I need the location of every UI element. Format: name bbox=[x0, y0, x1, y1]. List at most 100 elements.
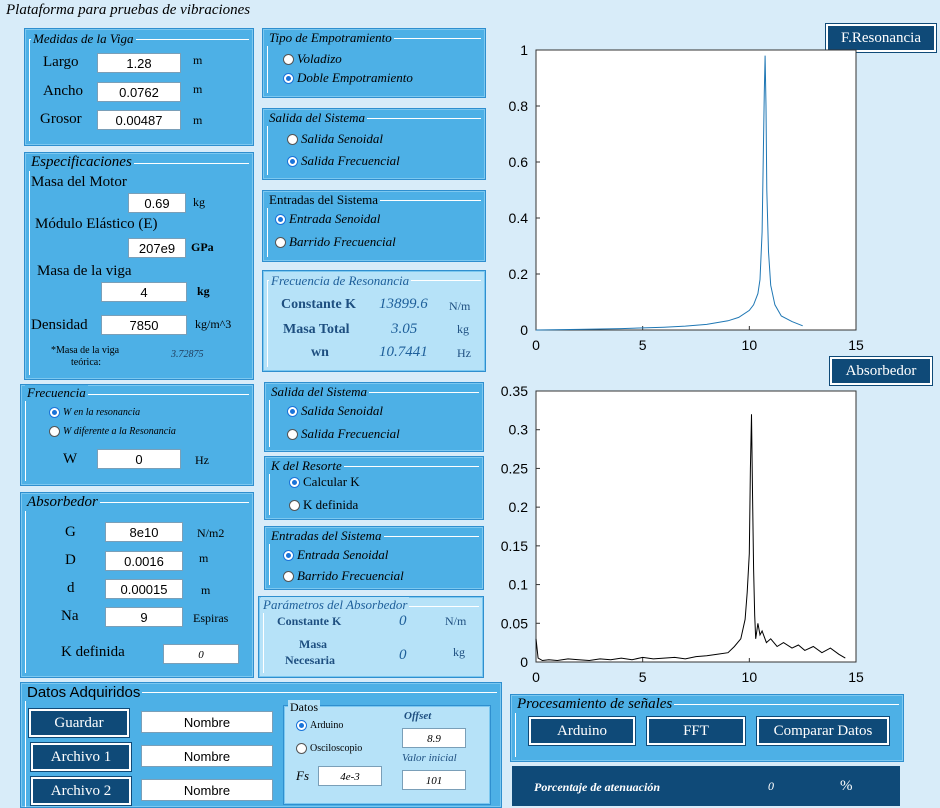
resonancia-k-unit: N/m bbox=[449, 299, 471, 313]
offset-label: Offset bbox=[404, 710, 432, 722]
guardar-button[interactable]: Guardar bbox=[28, 708, 130, 738]
d-minus-input[interactable]: 0.00015 bbox=[105, 579, 183, 599]
ancho-input[interactable]: 0.0762 bbox=[97, 82, 181, 102]
valor-inicial-label: Valor inicial bbox=[402, 752, 457, 764]
modulo-input[interactable]: 207e9 bbox=[128, 238, 186, 258]
radio-circle-icon bbox=[49, 426, 60, 437]
largo-label: Largo bbox=[43, 54, 79, 70]
radio-circle-icon bbox=[275, 236, 286, 248]
radio-selected-icon bbox=[283, 549, 294, 561]
radio-k-definida[interactable]: K definida bbox=[289, 497, 358, 513]
arduino-button[interactable]: Arduino bbox=[528, 716, 636, 746]
archivo2-button[interactable]: Archivo 2 bbox=[30, 776, 132, 806]
x-tick-label: 5 bbox=[639, 337, 647, 353]
y-tick-label: 0.1 bbox=[509, 577, 529, 593]
g-input[interactable]: 8e10 bbox=[105, 522, 183, 542]
x-tick-label: 15 bbox=[848, 337, 864, 353]
atenuacion-unit: % bbox=[840, 778, 853, 794]
radio-salida-frecuencial-1[interactable]: Salida Frecuencial bbox=[287, 153, 400, 169]
panel-procesamiento: Procesamiento de señales Arduino FFT Com… bbox=[510, 694, 904, 762]
panel-title: Tipo de Empotramiento bbox=[267, 30, 394, 46]
y-tick-label: 0.3 bbox=[509, 422, 529, 438]
nombre-input-1[interactable]: Nombre bbox=[141, 711, 273, 733]
panel-frecuencia: Frecuencia W en la resonancia W diferent… bbox=[20, 384, 254, 486]
radio-w-diferente[interactable]: W diferente a la Resonancia bbox=[49, 426, 176, 437]
resonancia-k-label: Constante K bbox=[281, 297, 357, 312]
fs-input[interactable]: 4e-3 bbox=[318, 766, 382, 786]
panel-medidas-viga: Medidas de la Viga Largo 1.28 m Ancho 0.… bbox=[24, 28, 254, 146]
na-input[interactable]: 9 bbox=[105, 607, 183, 627]
radio-w-resonancia[interactable]: W en la resonancia bbox=[49, 407, 140, 418]
radio-osciloscopio[interactable]: Osciloscopio bbox=[296, 743, 362, 754]
w-label: W bbox=[63, 451, 78, 467]
modulo-label: Módulo Elástico (E) bbox=[35, 216, 158, 232]
densidad-input[interactable]: 7850 bbox=[101, 315, 187, 335]
param-masa-value: 0 bbox=[399, 647, 407, 663]
nombre-input-3[interactable]: Nombre bbox=[141, 779, 273, 801]
nota-masa-viga-value: 3.72875 bbox=[171, 349, 204, 360]
nombre-input-2[interactable]: Nombre bbox=[141, 745, 273, 767]
y-tick-label: 0.25 bbox=[501, 460, 528, 476]
d-mayus-input[interactable]: 0.0016 bbox=[105, 551, 183, 571]
densidad-unit: kg/m^3 bbox=[195, 317, 232, 331]
archivo1-button[interactable]: Archivo 1 bbox=[30, 742, 132, 772]
plot-area bbox=[535, 390, 857, 663]
radio-barrido-frecuencial-2[interactable]: Barrido Frecuencial bbox=[283, 568, 404, 584]
panel-title: Datos Adquiridos bbox=[25, 684, 143, 701]
y-tick-label: 0.35 bbox=[501, 383, 528, 399]
offset-input[interactable]: 8.9 bbox=[402, 728, 466, 748]
radio-selected-icon bbox=[296, 720, 307, 731]
radio-salida-frecuencial-2[interactable]: Salida Frecuencial bbox=[287, 426, 400, 442]
nota-masa-viga-line2: teórica: bbox=[71, 357, 101, 368]
f-resonancia-button[interactable]: F.Resonancia bbox=[825, 23, 937, 53]
y-tick-label: 0 bbox=[520, 654, 528, 670]
absorber-chart: 0 0.05 0.1 0.15 0.2 0.25 0.3 0.35 0 5 10 15 bbox=[501, 383, 864, 685]
modulo-unit: GPa bbox=[191, 240, 214, 254]
resonancia-wn-value: 10.7441 bbox=[379, 344, 428, 360]
w-input[interactable]: 0 bbox=[97, 449, 181, 469]
radio-entrada-senoidal-2[interactable]: Entrada Senoidal bbox=[283, 547, 388, 563]
y-tick-label: 0.6 bbox=[509, 154, 529, 170]
radio-salida-senoidal-1[interactable]: Salida Senoidal bbox=[287, 131, 383, 147]
radio-arduino-fuente[interactable]: Arduino bbox=[296, 720, 343, 731]
radio-entrada-senoidal-1[interactable]: Entrada Senoidal bbox=[275, 211, 380, 227]
k-definida-input[interactable]: 0 bbox=[163, 644, 239, 664]
param-k-unit: N/m bbox=[445, 614, 467, 628]
w-unit: Hz bbox=[195, 453, 209, 467]
densidad-label: Densidad bbox=[31, 317, 88, 333]
ancho-label: Ancho bbox=[43, 83, 83, 99]
x-tick-label: 5 bbox=[639, 669, 647, 685]
panel-title: Salida del Sistema bbox=[269, 384, 370, 400]
panel-title: Entradas del Sistema bbox=[267, 192, 381, 208]
radio-voladizo[interactable]: Voladizo bbox=[283, 51, 342, 67]
radio-salida-senoidal-2[interactable]: Salida Senoidal bbox=[287, 403, 383, 419]
d-mayus-label: D bbox=[65, 552, 76, 568]
y-tick-label: 0.05 bbox=[501, 615, 528, 631]
absorbedor-button[interactable]: Absorbedor bbox=[829, 356, 933, 386]
radio-circle-icon bbox=[287, 428, 298, 440]
resonancia-masa-unit: kg bbox=[457, 322, 469, 336]
resonancia-wn-unit: Hz bbox=[457, 346, 471, 360]
datos-title: Datos bbox=[288, 700, 320, 715]
grosor-input[interactable]: 0.00487 bbox=[97, 110, 181, 130]
largo-input[interactable]: 1.28 bbox=[97, 53, 181, 73]
atenuacion-label: Porcentaje de atenuación bbox=[534, 780, 660, 794]
radio-selected-icon bbox=[283, 72, 294, 84]
d-minus-label: d bbox=[67, 580, 75, 596]
panel-parametros-absorbedor: Parámetros del Absorbedor Constante K 0 … bbox=[258, 596, 484, 678]
x-tick-label: 10 bbox=[742, 337, 758, 353]
y-tick-label: 0 bbox=[520, 322, 528, 338]
radio-barrido-frecuencial-1[interactable]: Barrido Frecuencial bbox=[275, 234, 396, 250]
comparar-datos-button[interactable]: Comparar Datos bbox=[756, 716, 890, 746]
fft-button[interactable]: FFT bbox=[646, 716, 746, 746]
param-masa-label-1: Masa bbox=[299, 637, 327, 651]
masa-viga-input[interactable]: 4 bbox=[101, 282, 187, 302]
panel-tipo-empotramiento: Tipo de Empotramiento Voladizo Doble Emp… bbox=[262, 28, 486, 98]
radio-doble-empotramiento[interactable]: Doble Empotramiento bbox=[283, 70, 413, 86]
x-tick-label: 0 bbox=[532, 337, 540, 353]
valor-inicial-input[interactable]: 101 bbox=[402, 770, 466, 790]
masa-motor-input[interactable]: 0.69 bbox=[128, 193, 186, 213]
radio-calcular-k[interactable]: Calcular K bbox=[289, 474, 360, 490]
window-title: Plataforma para pruebas de vibraciones bbox=[6, 2, 251, 18]
radio-selected-icon bbox=[289, 476, 300, 488]
